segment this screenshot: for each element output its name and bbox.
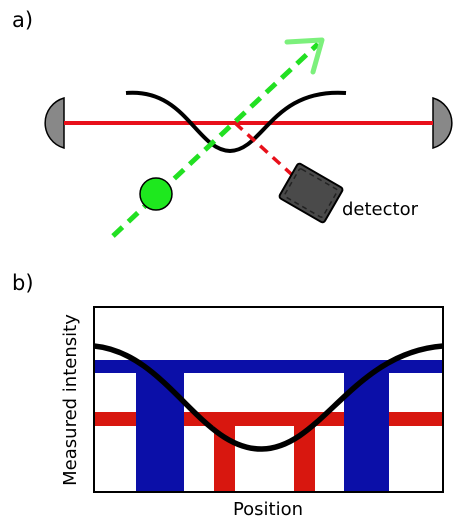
left-mirror xyxy=(44,97,65,149)
probe-beam-arrow-icon xyxy=(284,37,325,75)
plot-area xyxy=(94,343,443,492)
detector-label: detector xyxy=(342,199,419,220)
panel-b-label: b) xyxy=(12,271,34,295)
y-axis-label: Measured intensity xyxy=(60,314,81,486)
panel-a-label: a) xyxy=(12,8,33,32)
potential-well-curve xyxy=(125,90,347,154)
plot-frame xyxy=(93,306,444,493)
atom xyxy=(139,177,173,211)
intensity-curve xyxy=(94,343,443,452)
scattered-light-beam xyxy=(233,121,302,184)
right-mirror xyxy=(432,97,453,149)
detector xyxy=(278,162,344,224)
x-axis-label: Position xyxy=(233,499,303,520)
red-vertical-bar-left xyxy=(214,412,235,492)
blue-vertical-bar-right xyxy=(344,360,389,492)
probe-beam xyxy=(111,42,320,238)
red-vertical-bar-right xyxy=(294,412,315,492)
